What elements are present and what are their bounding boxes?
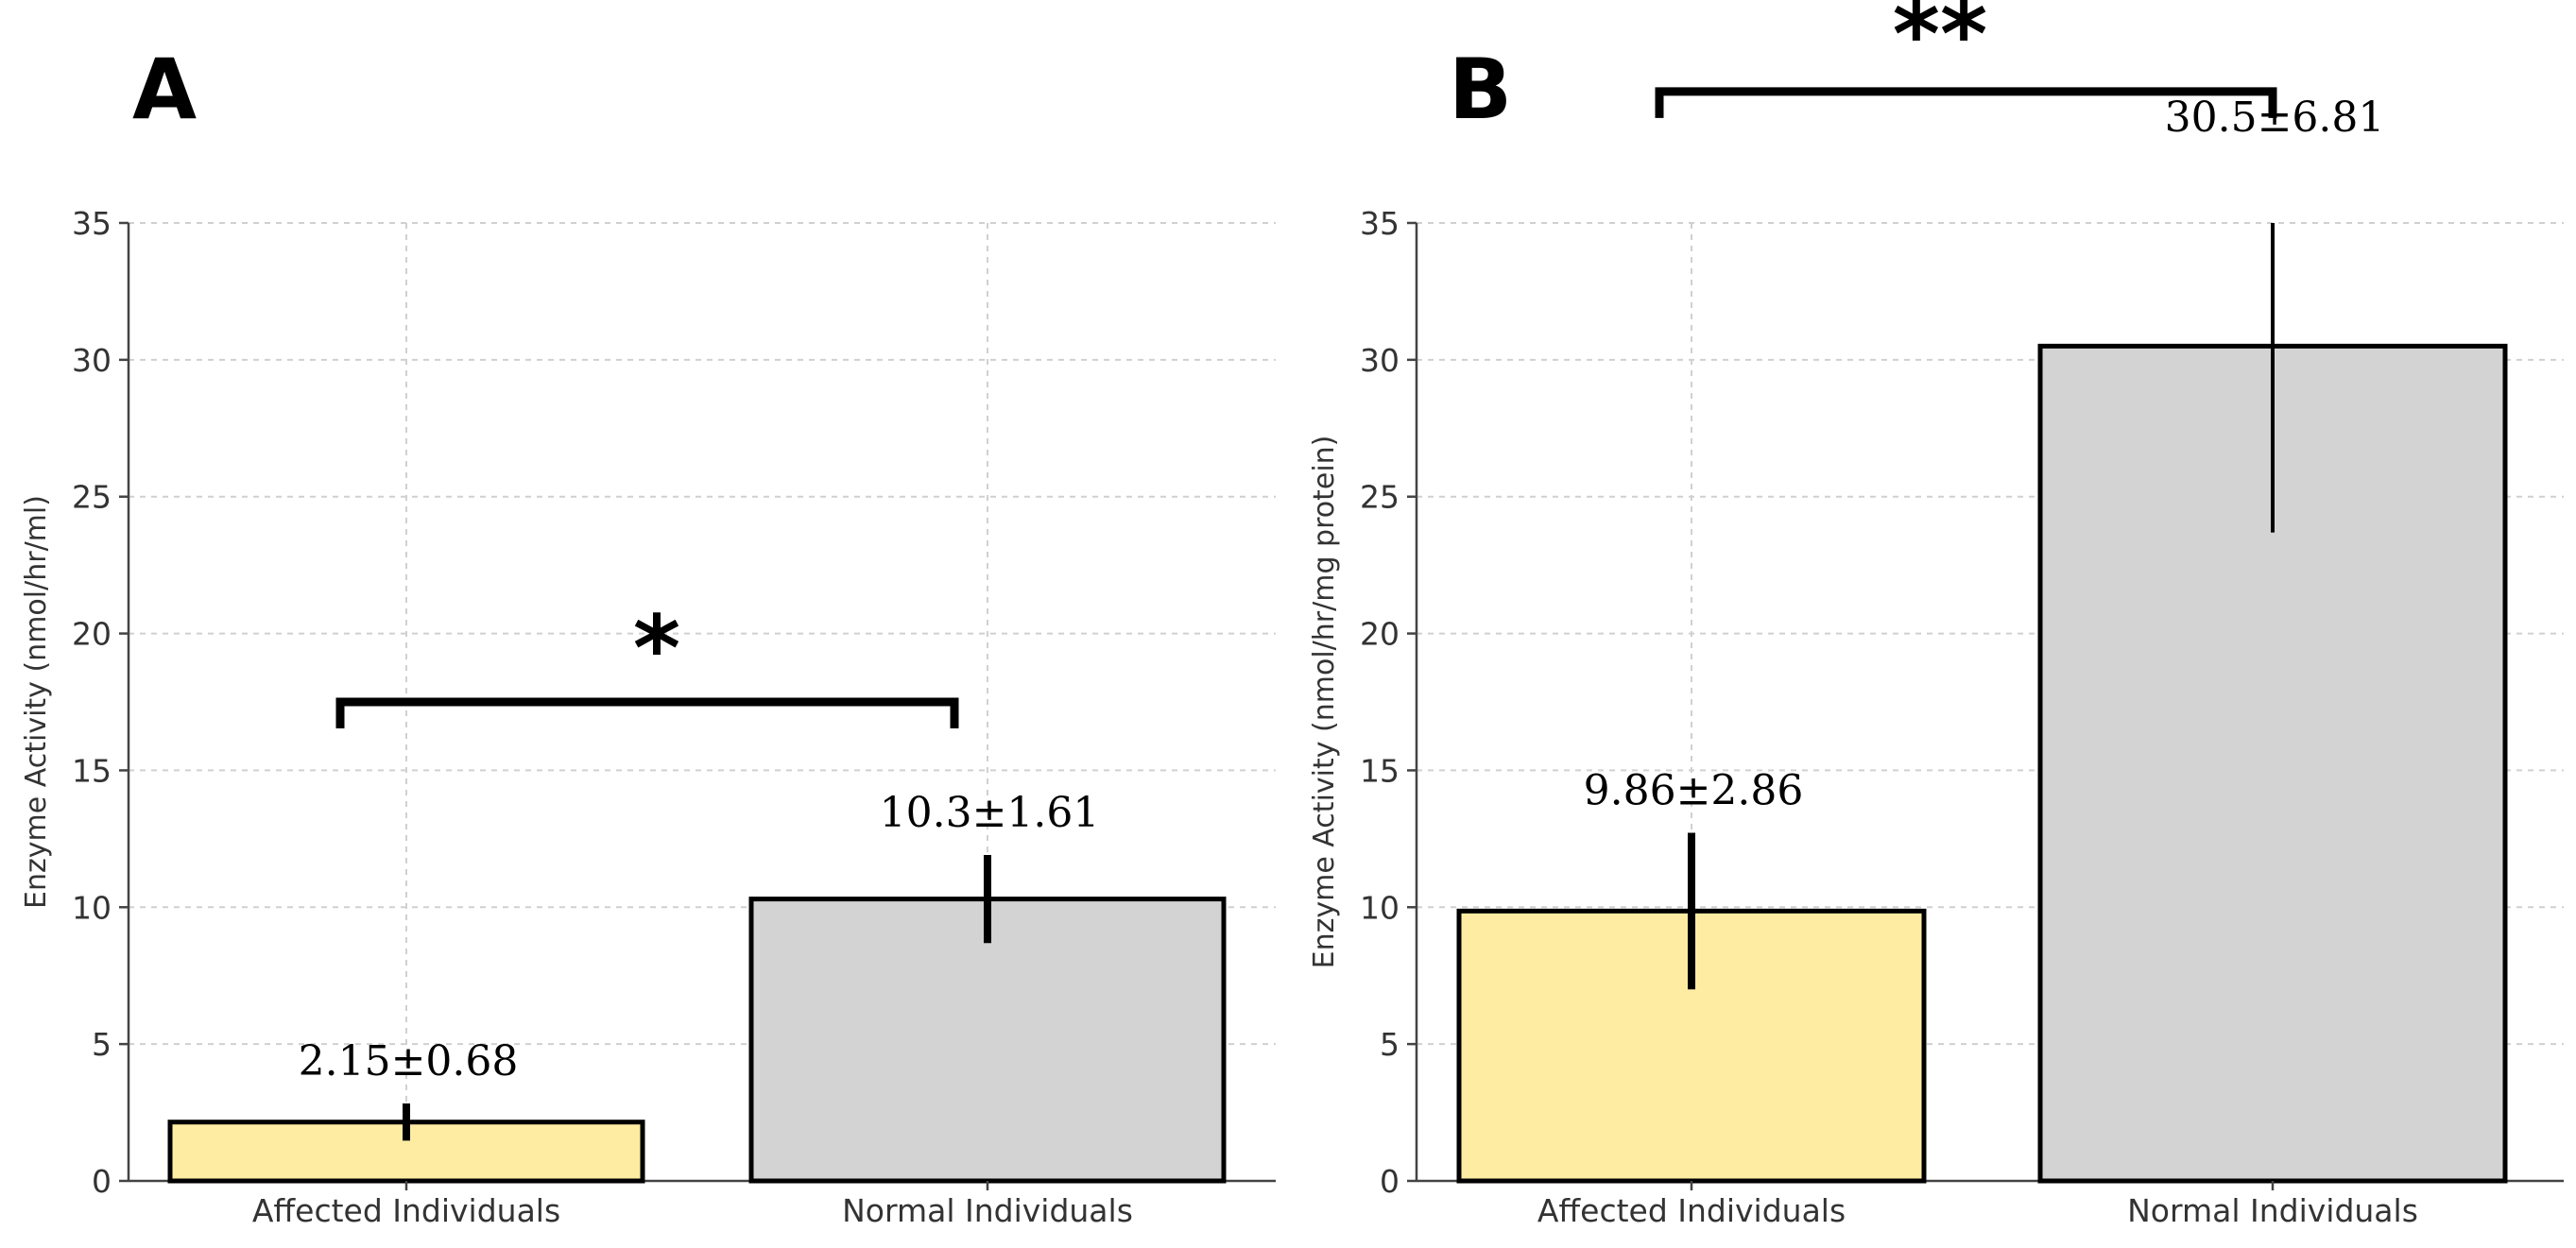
chart-b-category-label: Affected Individuals [1537, 1192, 1846, 1229]
chart-b-ytick-label: 5 [1380, 1026, 1400, 1063]
chart-a-category-label: Normal Individuals [842, 1192, 1133, 1229]
chart-a-ytick-label: 5 [92, 1026, 112, 1063]
chart-a-ytick-label: 30 [72, 342, 112, 379]
chart-b-ytick-label: 10 [1360, 889, 1400, 926]
chart-a-value-label: 2.15±0.68 [299, 1037, 519, 1086]
chart-a-significance-mark: * [633, 596, 680, 702]
chart-a-ytick-label: 25 [72, 479, 112, 516]
chart-b-ytick-label: 20 [1360, 616, 1400, 653]
chart-b-ytick-label: 15 [1360, 752, 1400, 789]
chart-a-y-axis-title: Enzyme Activity (nmol/hr/ml) [20, 495, 53, 909]
panel-b: B 0 5 10 15 20 25 30 35 Enzyme Activity (nmol/hr/… [1288, 0, 2576, 1248]
chart-b-y-axis-title: Enzyme Activity (nmol/hr/mg protein) [1308, 436, 1341, 969]
chart-a-significance-bracket [335, 697, 959, 728]
chart-b-ytick-label: 30 [1360, 342, 1400, 379]
chart-b-ytick-label: 0 [1380, 1163, 1400, 1200]
chart-b-category-label: Normal Individuals [2127, 1192, 2418, 1229]
chart-a-ytick-label: 35 [72, 205, 112, 242]
chart-a-value-label: 10.3±1.61 [880, 789, 1100, 837]
chart-b-svg: B 0 5 10 15 20 25 30 35 Enzyme Activity (nmol/hr/… [1308, 0, 2564, 1229]
chart-b-ytick-label: 35 [1360, 205, 1400, 242]
chart-b-value-label: 9.86±2.86 [1584, 766, 1804, 814]
chart-b-significance-bracket [1655, 87, 2277, 118]
panel-a: A 0 5 10 15 20 25 30 35 Enzyme Activity (nmol/hr/… [20, 41, 1276, 1229]
panel-b-letter: B [1449, 41, 1512, 138]
chart-a-category-label: Affected Individuals [252, 1192, 560, 1229]
chart-a-ytick-label: 20 [72, 616, 112, 653]
chart-a-ytick-label: 15 [72, 752, 112, 789]
chart-a-ytick-label: 0 [92, 1163, 112, 1200]
chart-a-ytick-label: 10 [72, 889, 112, 926]
chart-a-svg: A 0 5 10 15 20 25 30 35 Enzyme Activity (nmol/hr/… [20, 41, 1276, 1229]
chart-b-ytick-label: 25 [1360, 479, 1400, 516]
chart-b-significance-mark: ** [1893, 0, 1987, 88]
panel-a-letter: A [132, 41, 197, 138]
